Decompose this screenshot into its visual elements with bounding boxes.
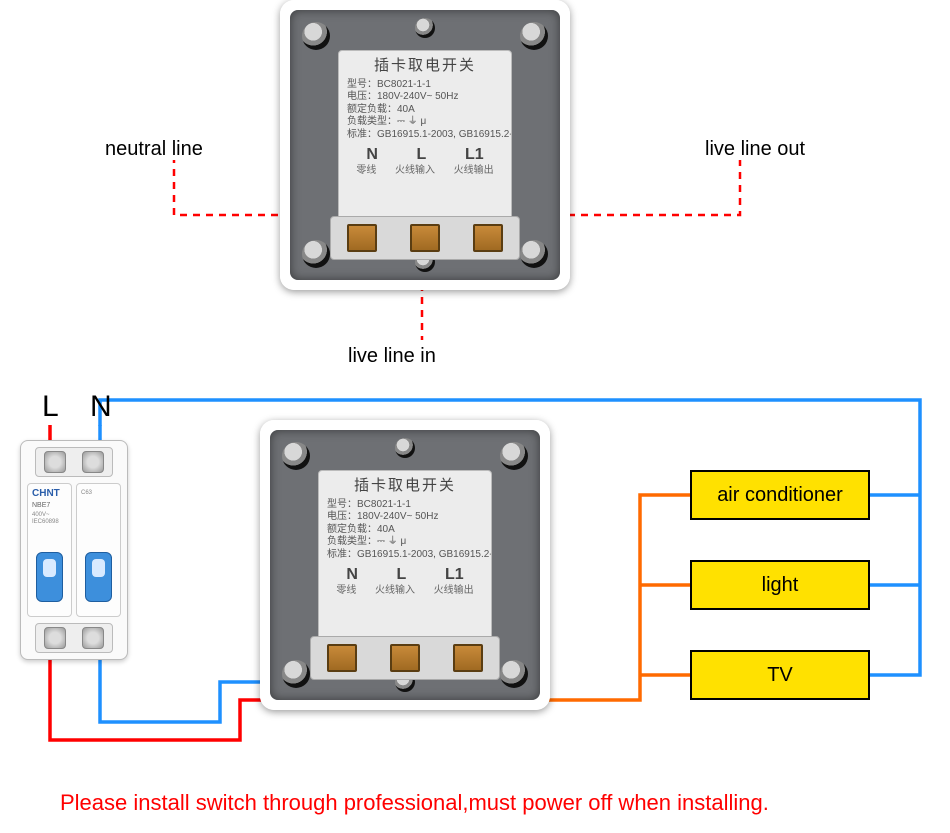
terminal-L1	[453, 644, 483, 672]
terminal-N	[347, 224, 377, 252]
terminal-L1	[473, 224, 503, 252]
label-L: L	[42, 390, 59, 424]
load-air-conditioner: air conditioner	[690, 470, 870, 520]
switch-bottom-label-plate: 插卡取电开关 型号：BC8021-1-1 电压：180V-240V~ 50Hz …	[318, 470, 492, 640]
switch-top-label-plate: 插卡取电开关 型号：BC8021-1-1 电压：180V-240V~ 50Hz …	[338, 50, 512, 220]
terminal-L	[410, 224, 440, 252]
breaker-lever[interactable]	[36, 552, 63, 602]
breaker-pole-N: C63	[76, 483, 121, 617]
label-live-line-in: live line in	[348, 345, 436, 368]
load-tv: TV	[690, 650, 870, 700]
switch-bottom-terminals	[310, 636, 500, 680]
breaker-pole-L: CHNT NBE7 400V~IEC60898	[27, 483, 72, 617]
terminal-N	[327, 644, 357, 672]
warning-text: Please install switch through profession…	[60, 790, 769, 816]
switch-top: 插卡取电开关 型号：BC8021-1-1 电压：180V-240V~ 50Hz …	[280, 0, 570, 290]
label-N: N	[90, 390, 112, 424]
terminal-L	[390, 644, 420, 672]
plate-title: 插卡取电开关	[347, 57, 503, 76]
breaker-lever[interactable]	[85, 552, 112, 602]
circuit-breaker: CHNT NBE7 400V~IEC60898 C63	[20, 440, 128, 660]
diagram-root: 插卡取电开关 型号：BC8021-1-1 电压：180V-240V~ 50Hz …	[0, 0, 950, 833]
breaker-brand: CHNT	[32, 488, 60, 499]
switch-top-terminals	[330, 216, 520, 260]
load-light: light	[690, 560, 870, 610]
switch-bottom: 插卡取电开关 型号：BC8021-1-1 电压：180V-240V~ 50Hz …	[260, 420, 550, 710]
label-neutral-line: neutral line	[105, 138, 203, 161]
label-live-line-out: live line out	[705, 138, 805, 161]
breaker-model: NBE7	[32, 502, 50, 509]
